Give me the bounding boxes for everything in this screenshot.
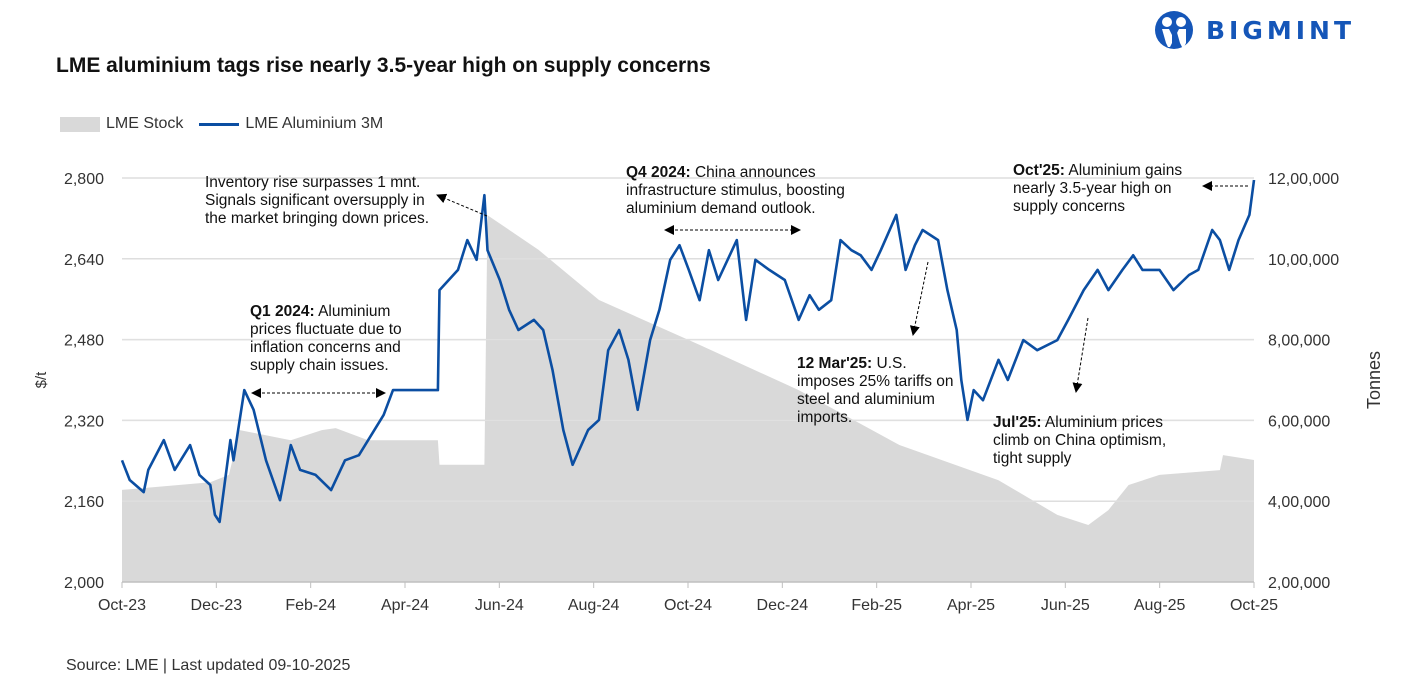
y-left-tick-label: 2,000	[64, 575, 104, 592]
logo-text: BIGMINT	[1206, 15, 1356, 45]
y-right-tick-label: 10,00,000	[1268, 252, 1339, 269]
stock-area	[122, 215, 1254, 582]
legend-swatch-stock	[60, 116, 100, 132]
y-right-tick-label: 8,00,000	[1268, 333, 1330, 350]
price-line	[120, 179, 1256, 524]
arrow-mar25	[909, 261, 929, 336]
legend: LME Stock LME Aluminium 3M	[60, 115, 383, 133]
x-tick-label: Aug-25	[1134, 597, 1186, 614]
annotation-q1-2024: Q1 2024: Aluminium prices fluctuate due …	[250, 303, 402, 374]
bigmint-logo: BIGMINT	[1154, 10, 1355, 50]
y-right-tick-label: 4,00,000	[1268, 494, 1330, 511]
y-left-label: $/t	[33, 371, 50, 389]
annotation-inventory: Inventory rise surpasses 1 mnt. Signals …	[205, 174, 430, 227]
y-right-tick-label: 2,00,000	[1268, 575, 1330, 592]
annotation-arrows	[251, 181, 1248, 398]
arrow-jul25	[1072, 317, 1089, 393]
annotation-jul25: Jul'25: Aluminium prices climb on China …	[993, 414, 1167, 467]
x-tick-label: Oct-24	[664, 597, 712, 614]
x-tick-label: Feb-24	[285, 597, 336, 614]
x-tick-label: Apr-25	[947, 597, 995, 614]
x-tick-label: Apr-24	[381, 597, 429, 614]
x-tick-label: Oct-23	[98, 597, 146, 614]
y-left-tick-label: 2,640	[64, 252, 104, 269]
legend-swatch-price	[199, 122, 240, 126]
x-tick-label: Dec-24	[757, 597, 809, 614]
y-right-label: Tonnes	[1364, 351, 1384, 409]
arrow-inventory	[436, 193, 488, 217]
x-tick-label: Dec-23	[191, 597, 243, 614]
y-left-tick-label: 2,320	[64, 413, 104, 430]
chart-title: LME aluminium tags rise nearly 3.5-year …	[56, 54, 711, 77]
y-left-tick-label: 2,800	[64, 171, 104, 188]
y-left-tick-label: 2,160	[64, 494, 104, 511]
x-tick-label: Feb-25	[851, 597, 902, 614]
x-tick-label: Jun-24	[475, 597, 524, 614]
x-tick-label: Aug-24	[568, 597, 620, 614]
legend-label-price: LME Aluminium 3M	[245, 115, 384, 132]
annotation-q4-2024: Q4 2024: China announces infrastructure …	[626, 164, 845, 217]
y-left-tick-label: 2,480	[64, 333, 104, 350]
legend-label-stock: LME Stock	[106, 115, 184, 132]
x-tick-label: Jun-25	[1041, 597, 1090, 614]
y-right-tick-label: 6,00,000	[1268, 413, 1330, 430]
annotation-mar25: 12 Mar'25: U.S. imposes 25% tariffs on s…	[797, 355, 954, 426]
annotation-oct25: Oct'25: Aluminium gains nearly 3.5-year …	[1013, 162, 1183, 215]
x-tick-label: Oct-25	[1230, 597, 1278, 614]
y-right-tick-label: 12,00,000	[1268, 171, 1339, 188]
source-note: Source: LME | Last updated 09-10-2025	[66, 657, 351, 674]
logo-mark-icon	[1155, 11, 1193, 49]
